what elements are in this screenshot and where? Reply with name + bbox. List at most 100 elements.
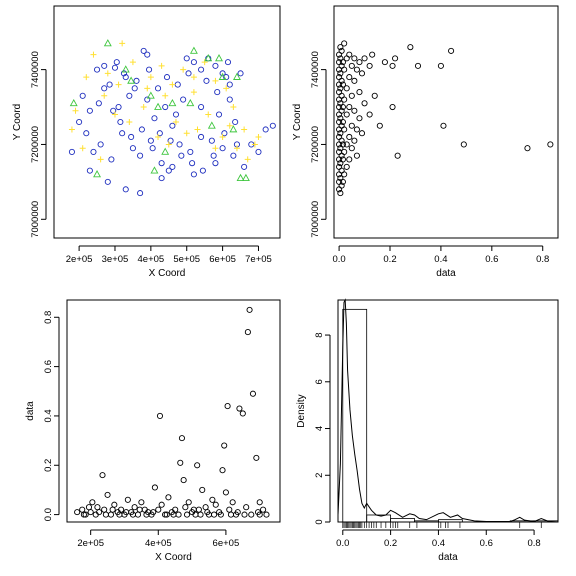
data-point bbox=[338, 137, 345, 144]
data-point bbox=[83, 130, 90, 137]
y-tick-label: 4 bbox=[314, 426, 325, 431]
data-point bbox=[339, 103, 346, 111]
data-point bbox=[101, 506, 108, 513]
data-point bbox=[158, 501, 165, 508]
data-point bbox=[76, 118, 83, 126]
data-point bbox=[351, 77, 358, 84]
data-point bbox=[202, 504, 209, 511]
data-point bbox=[129, 511, 136, 518]
data-point bbox=[85, 504, 93, 511]
data-point bbox=[111, 501, 118, 508]
data-point bbox=[338, 167, 345, 174]
data-point bbox=[351, 55, 358, 62]
data-point bbox=[154, 85, 162, 92]
data-point bbox=[343, 55, 350, 62]
x-axis-label: data bbox=[436, 268, 456, 279]
data-point bbox=[262, 126, 269, 133]
data-point bbox=[82, 511, 89, 518]
data-point bbox=[116, 511, 123, 518]
data-point bbox=[369, 51, 376, 58]
panel-data-ycoord: 0.0 0.2 0.4 0.6 0.8 data 7000000 7200000 7400000… bbox=[292, 5, 559, 279]
y-axis-label: data bbox=[25, 401, 36, 421]
data-point bbox=[137, 152, 144, 159]
data-point bbox=[341, 40, 348, 47]
data-point bbox=[241, 511, 248, 518]
data-point bbox=[170, 511, 177, 518]
data-point bbox=[137, 190, 144, 197]
data-point bbox=[351, 137, 358, 144]
y-tick-label: 0.8 bbox=[43, 311, 54, 324]
data-point bbox=[341, 96, 348, 103]
data-point bbox=[249, 390, 257, 397]
data-point bbox=[163, 74, 171, 81]
data-point bbox=[190, 59, 197, 66]
data-point bbox=[253, 454, 260, 461]
data-point bbox=[104, 178, 111, 185]
x-tick-label: 6e+05 bbox=[209, 254, 236, 265]
data-point bbox=[97, 141, 104, 148]
data-point bbox=[339, 141, 346, 148]
data-point bbox=[161, 511, 169, 518]
data-point bbox=[339, 178, 346, 185]
y-tick-label: 7000000 bbox=[30, 201, 41, 238]
data-point bbox=[169, 163, 176, 170]
histogram-bar bbox=[390, 518, 415, 523]
data-point bbox=[407, 44, 414, 51]
data-point bbox=[204, 509, 211, 516]
data-point bbox=[165, 494, 172, 501]
data-point bbox=[524, 145, 531, 152]
data-point bbox=[338, 182, 345, 189]
plot-frame bbox=[53, 5, 281, 239]
data-point bbox=[199, 486, 206, 493]
data-point bbox=[241, 163, 248, 170]
y-tick-label: 8 bbox=[314, 332, 325, 337]
data-point bbox=[392, 55, 399, 62]
data-point bbox=[155, 133, 162, 140]
data-point bbox=[338, 107, 345, 114]
data-point bbox=[448, 47, 455, 54]
data-point bbox=[185, 499, 192, 506]
data-point bbox=[339, 118, 346, 126]
data-point bbox=[343, 141, 350, 148]
data-point bbox=[255, 148, 262, 155]
y-axis-label: Y Coord bbox=[292, 104, 303, 141]
data-point bbox=[115, 103, 122, 111]
data-point bbox=[79, 145, 86, 152]
data-point bbox=[356, 59, 363, 66]
data-point bbox=[97, 156, 104, 163]
data-point bbox=[115, 81, 122, 88]
data-point bbox=[143, 511, 150, 518]
data-point bbox=[229, 499, 236, 506]
data-point bbox=[221, 130, 228, 137]
data-point bbox=[358, 70, 366, 77]
data-point bbox=[194, 126, 201, 133]
data-point bbox=[113, 59, 120, 66]
data-point bbox=[111, 111, 118, 118]
data-point bbox=[104, 70, 111, 77]
data-point bbox=[226, 122, 233, 129]
data-point bbox=[162, 92, 169, 99]
x-tick-label: 0.4 bbox=[434, 254, 447, 265]
data-point bbox=[86, 107, 93, 114]
data-point bbox=[131, 504, 138, 511]
data-point bbox=[183, 130, 190, 137]
x-tick-label: 0.0 bbox=[336, 538, 349, 549]
data-point bbox=[239, 410, 246, 417]
data-point bbox=[356, 89, 363, 96]
data-point bbox=[376, 122, 383, 129]
data-point bbox=[263, 511, 270, 518]
data-point bbox=[212, 160, 219, 167]
data-point bbox=[183, 55, 190, 62]
data-point bbox=[338, 77, 345, 84]
data-point bbox=[149, 145, 156, 152]
data-point bbox=[151, 115, 158, 122]
data-point bbox=[341, 148, 348, 155]
data-point bbox=[138, 499, 145, 506]
data-point bbox=[389, 103, 396, 111]
x-tick-label: 5e+05 bbox=[173, 254, 200, 265]
y-tick-label: 0.4 bbox=[43, 409, 54, 422]
data-point bbox=[194, 462, 201, 469]
data-point bbox=[337, 70, 344, 77]
data-point bbox=[260, 506, 267, 513]
